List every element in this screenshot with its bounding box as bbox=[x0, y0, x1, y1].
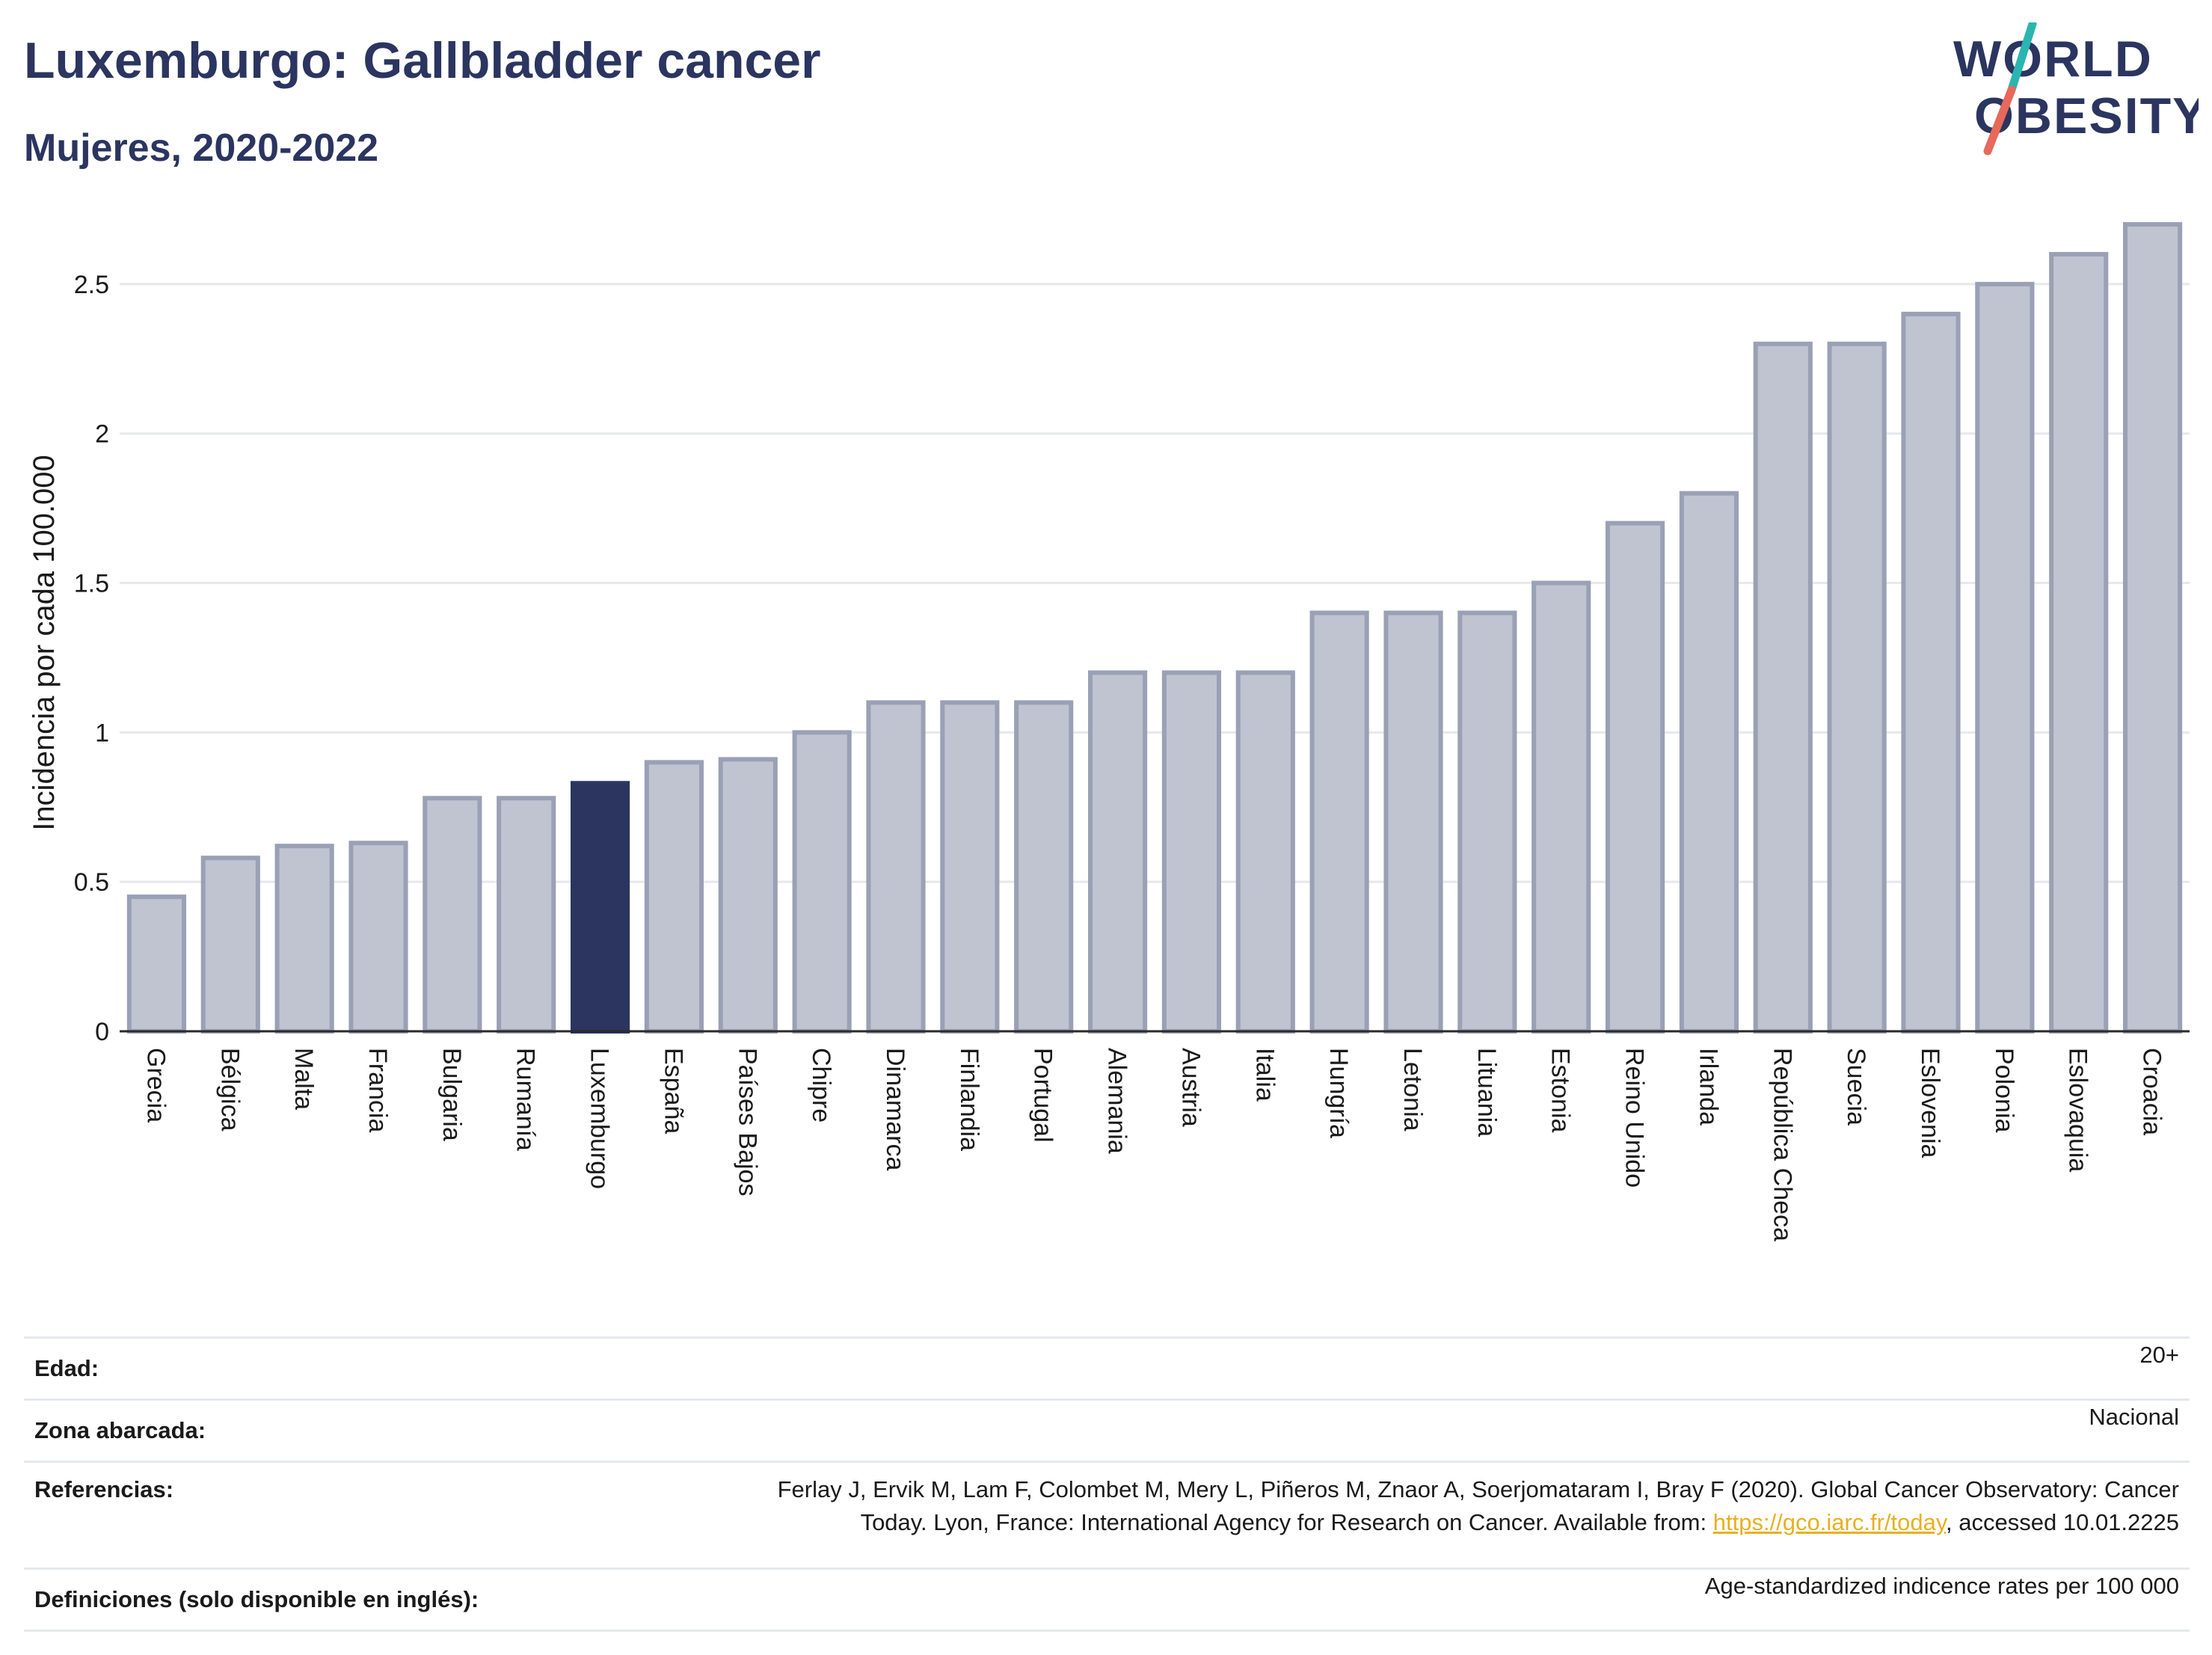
x-tick-label: Eslovaquia bbox=[2064, 1048, 2092, 1172]
references-value: Ferlay J, Ervik M, Lam F, Colombet M, Me… bbox=[568, 1462, 2190, 1569]
meta-row-definitions: Definiciones (solo disponible en inglés)… bbox=[24, 1568, 2190, 1631]
area-value: Nacional bbox=[2089, 1404, 2179, 1430]
logo-slash-bottom bbox=[1983, 85, 2016, 156]
x-tick-label: Dinamarca bbox=[881, 1048, 909, 1170]
y-tick-label: 1 bbox=[95, 719, 109, 747]
x-tick-label: Austria bbox=[1176, 1048, 1205, 1127]
bar bbox=[644, 760, 704, 1034]
bar bbox=[274, 844, 334, 1034]
y-tick-label: 1.5 bbox=[74, 570, 109, 598]
bar bbox=[940, 700, 1000, 1034]
x-tick-label: Portugal bbox=[1029, 1048, 1057, 1143]
x-tick-label: Suecia bbox=[1842, 1048, 1870, 1126]
definitions-label: Definiciones (solo disponible en inglés)… bbox=[34, 1586, 479, 1612]
x-tick-label: Grecia bbox=[141, 1048, 170, 1123]
bar bbox=[866, 700, 926, 1034]
x-tick-label: Hungría bbox=[1324, 1048, 1353, 1138]
bar bbox=[718, 757, 778, 1034]
bar bbox=[1975, 281, 2035, 1034]
world-obesity-logo: WORLD OBESITY bbox=[1953, 22, 2199, 156]
x-tick-label: Bélgica bbox=[215, 1048, 244, 1132]
bar bbox=[2122, 221, 2183, 1034]
x-tick-label: Francia bbox=[363, 1048, 392, 1132]
bar bbox=[792, 730, 852, 1034]
bar bbox=[1383, 610, 1443, 1034]
bar bbox=[1235, 670, 1295, 1034]
y-tick-label: 0.5 bbox=[74, 868, 109, 897]
x-tick-label: Lituania bbox=[1472, 1048, 1501, 1137]
references-text-3: , accessed 10.01.2225 bbox=[1946, 1509, 2179, 1535]
x-tick-label: Polonia bbox=[1990, 1048, 2018, 1133]
x-tick-label: Países Bajos bbox=[733, 1048, 761, 1196]
bar bbox=[1014, 700, 1074, 1034]
age-value: 20+ bbox=[2139, 1342, 2179, 1368]
bar bbox=[1161, 670, 1222, 1034]
x-tick-label: Irlanda bbox=[1694, 1048, 1722, 1126]
chart-title: Luxemburgo: Gallbladder cancer bbox=[24, 32, 821, 89]
bar bbox=[423, 796, 482, 1034]
age-label: Edad: bbox=[34, 1355, 99, 1381]
x-tick-label: Malta bbox=[289, 1048, 318, 1110]
bar bbox=[1679, 491, 1739, 1034]
references-text-2: Today. Lyon, France: International Agenc… bbox=[860, 1509, 1713, 1535]
x-tick-label: Eslovenia bbox=[1916, 1048, 1944, 1158]
x-tick-label: Rumanía bbox=[511, 1048, 540, 1151]
bar bbox=[497, 796, 556, 1034]
x-tick-label: Luxemburgo bbox=[586, 1048, 614, 1189]
x-tick-label: Croacia bbox=[2138, 1048, 2166, 1135]
bar-chart: 0 0.5 1 1.5 2 2.5 Incidencia por cada 100.000 G… bbox=[28, 221, 2190, 1241]
x-tick-label: Italia bbox=[1250, 1048, 1279, 1102]
logo-slash-top bbox=[2007, 22, 2037, 94]
y-tick-label: 2 bbox=[95, 420, 109, 449]
meta-row-area: Zona abarcada: Nacional bbox=[24, 1399, 2190, 1462]
definitions-value: Age-standardized indicence rates per 100… bbox=[1704, 1573, 2179, 1599]
meta-row-references: Referencias: Ferlay J, Ervik M, Lam F, C… bbox=[24, 1461, 2190, 1569]
references-label: Referencias: bbox=[34, 1476, 174, 1502]
bar bbox=[570, 781, 630, 1034]
x-tick-label: Alemania bbox=[1103, 1048, 1131, 1154]
bar bbox=[2049, 251, 2109, 1034]
x-tick-label: Estonia bbox=[1546, 1048, 1575, 1132]
x-tick-label: España bbox=[659, 1048, 687, 1134]
bar bbox=[348, 841, 408, 1034]
bar bbox=[1605, 521, 1665, 1034]
bar bbox=[1901, 311, 1961, 1034]
meta-row-age: Edad: 20+ bbox=[24, 1337, 2190, 1400]
bar bbox=[1309, 610, 1369, 1034]
x-tick-label: República Checa bbox=[1768, 1048, 1796, 1241]
bar bbox=[1087, 670, 1148, 1034]
metadata-table: Edad: 20+ Zona abarcada: Nacional Refere… bbox=[24, 1336, 2190, 1632]
x-tick-label: Letonia bbox=[1398, 1048, 1427, 1132]
x-tick-label: Reino Unido bbox=[1620, 1048, 1649, 1188]
chart-subtitle: Mujeres, 2020-2022 bbox=[24, 126, 379, 170]
references-text-1: Ferlay J, Ervik M, Lam F, Colombet M, Me… bbox=[777, 1476, 2179, 1502]
bar bbox=[1827, 341, 1887, 1034]
bar bbox=[200, 856, 260, 1034]
logo-line-1: WORLD bbox=[1953, 31, 2153, 87]
area-label: Zona abarcada: bbox=[34, 1417, 206, 1443]
y-tick-label: 0 bbox=[95, 1018, 109, 1046]
bar bbox=[126, 894, 187, 1034]
references-link[interactable]: https://gco.iarc.fr/today bbox=[1712, 1509, 1947, 1535]
y-axis-title: Incidencia por cada 100.000 bbox=[28, 455, 61, 831]
bar bbox=[1531, 580, 1591, 1034]
bar bbox=[1753, 341, 1813, 1034]
x-tick-label: Chipre bbox=[807, 1048, 835, 1123]
y-tick-label: 2.5 bbox=[74, 271, 109, 299]
bar bbox=[1457, 610, 1517, 1034]
x-tick-label: Bulgaria bbox=[437, 1048, 466, 1141]
x-tick-label: Finlandia bbox=[955, 1048, 983, 1151]
